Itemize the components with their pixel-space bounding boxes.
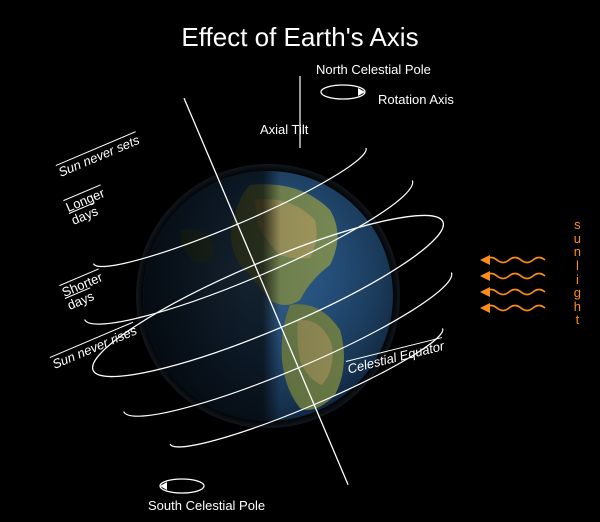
sunlight-label: sunlight <box>574 218 582 327</box>
label-axial-tilt: Axial Tilt <box>260 122 308 137</box>
sunlight-arrows <box>0 0 600 522</box>
label-north-pole: North Celestial Pole <box>316 62 431 77</box>
label-south-pole: South Celestial Pole <box>148 498 265 513</box>
diagram-title: Effect of Earth's Axis <box>0 22 600 53</box>
label-rotation-axis: Rotation Axis <box>378 92 454 107</box>
diagram-stage: Effect of Earth's Axis North Celestial P… <box>0 0 600 522</box>
